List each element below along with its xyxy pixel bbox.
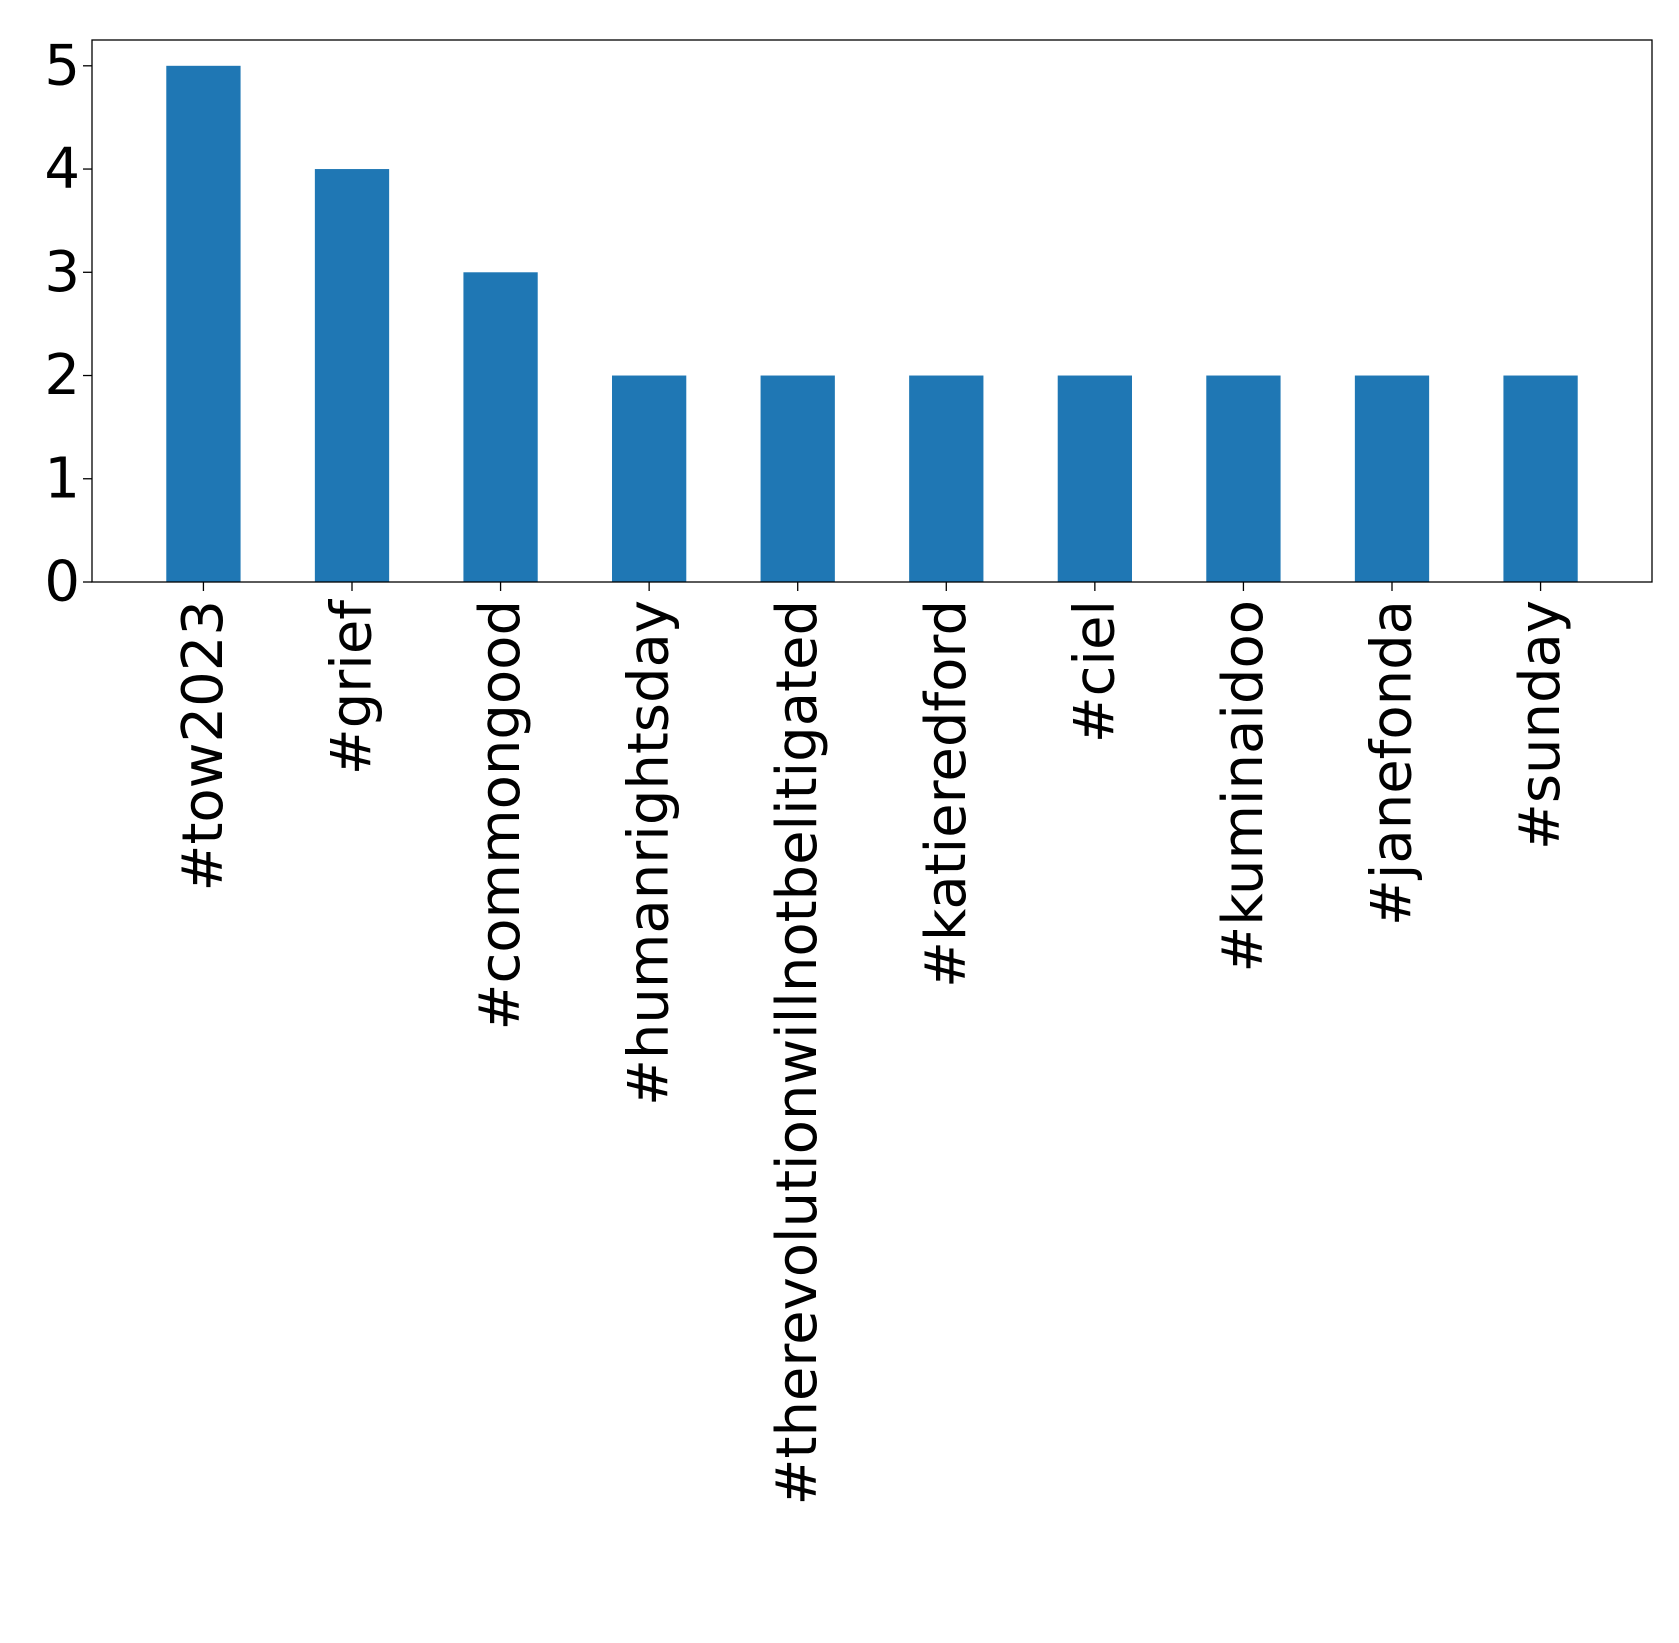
bars-layer bbox=[166, 65, 1578, 583]
plot-area-frame bbox=[91, 39, 1653, 583]
x-tick-label: #katieredford bbox=[914, 600, 979, 988]
bar-commongood bbox=[463, 272, 538, 582]
bar-therevolutionwillnotbelitigated bbox=[760, 375, 835, 582]
bar-janefonda bbox=[1354, 375, 1430, 582]
x-tick-label: #tow2023 bbox=[171, 600, 236, 891]
x-axis: #tow2023 #grief #commongood #humanrightsday… bbox=[171, 582, 1573, 1505]
x-tick-label: #ciel bbox=[1062, 600, 1127, 743]
bar-ciel bbox=[1057, 375, 1132, 582]
y-tick-label: 3 bbox=[44, 240, 80, 305]
bar-grief bbox=[314, 169, 390, 583]
y-tick-label: 0 bbox=[44, 550, 80, 615]
x-tick-label: #grief bbox=[320, 599, 385, 776]
bar-sunday bbox=[1503, 375, 1578, 582]
x-tick-label: #kuminaidoo bbox=[1211, 600, 1276, 973]
y-axis: 0 1 2 3 4 5 bbox=[44, 33, 92, 615]
x-tick-label: #sunday bbox=[1508, 600, 1573, 850]
bar-tow2023 bbox=[166, 65, 241, 583]
y-tick-label: 1 bbox=[44, 446, 80, 511]
bar-kuminaidoo bbox=[1206, 375, 1281, 582]
x-tick-label: #commongood bbox=[468, 600, 533, 1030]
x-tick-label: #humanrightsday bbox=[617, 600, 682, 1106]
x-tick-label: #janefonda bbox=[1360, 600, 1425, 926]
y-tick-label: 2 bbox=[44, 343, 80, 408]
y-tick-label: 4 bbox=[44, 137, 80, 202]
bar-katieredford bbox=[909, 375, 984, 582]
bar-humanrightsday bbox=[612, 375, 687, 582]
x-tick-label: #therevolutionwillnotbelitigated bbox=[765, 600, 830, 1505]
y-tick-label: 5 bbox=[44, 33, 80, 98]
